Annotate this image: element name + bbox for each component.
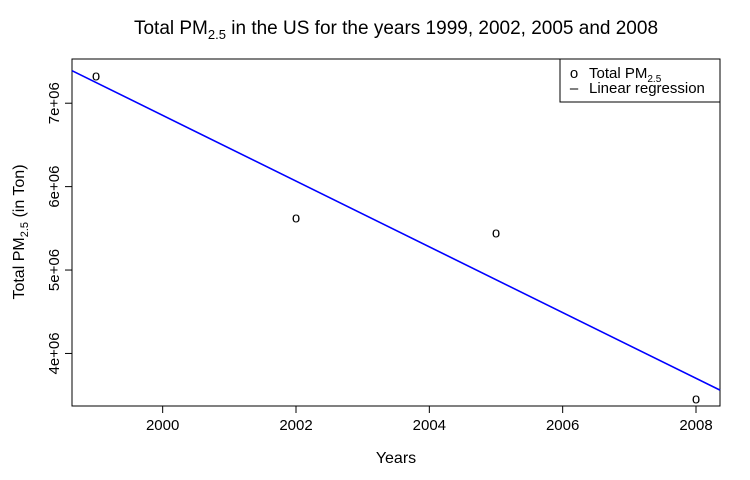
chart-title-suffix: in the US for the years 1999, 2002, 2005…	[226, 18, 658, 39]
x-axis: 2000 2002 2004 2006 2008	[146, 406, 713, 434]
x-tick-label-1: 2002	[279, 417, 312, 434]
x-tick-label-2: 2004	[413, 417, 446, 434]
legend-label-points: Total PM2.5	[589, 65, 662, 85]
legend-symbol-points: o	[570, 65, 578, 82]
chart-title: Total PM2.5 in the US for the years 1999…	[134, 18, 658, 42]
data-point-3: o	[692, 390, 700, 407]
y-axis-title: Total PM2.5 (in Ton)	[11, 164, 31, 299]
data-point-2: o	[492, 225, 500, 242]
legend-box	[559, 58, 721, 103]
y-tick-label-0: 4e+06	[46, 332, 63, 374]
plot-area	[71, 58, 721, 407]
y-axis-title-subscript: 2.5	[19, 222, 31, 237]
x-tick-label-4: 2008	[679, 417, 712, 434]
y-axis-title-prefix: Total PM	[11, 237, 28, 299]
y-axis: 4e+06 5e+06 6e+06 7e+06	[46, 82, 72, 375]
x-axis-title: Years	[376, 450, 416, 467]
y-axis-title-suffix: (in Ton)	[11, 164, 28, 222]
legend-symbol-line: –	[570, 80, 579, 97]
y-tick-label-2: 6e+06	[46, 166, 63, 208]
legend-label-points-prefix: Total PM	[589, 65, 647, 82]
legend-label-line: Linear regression	[589, 80, 705, 97]
chart-title-subscript: 2.5	[208, 27, 226, 42]
x-tick-label-3: 2006	[546, 417, 579, 434]
regression-line	[71, 69, 721, 391]
y-tick-label-1: 5e+06	[46, 249, 63, 291]
data-point-0: o	[92, 68, 100, 85]
data-point-1: o	[292, 209, 300, 226]
legend-label-points-subscript: 2.5	[647, 74, 661, 85]
legend: o Total PM2.5 – Linear regression	[559, 58, 721, 103]
chart-title-prefix: Total PM	[134, 18, 208, 39]
data-points: o o o o	[92, 68, 700, 408]
y-tick-label-3: 7e+06	[46, 82, 63, 124]
x-tick-label-0: 2000	[146, 417, 179, 434]
